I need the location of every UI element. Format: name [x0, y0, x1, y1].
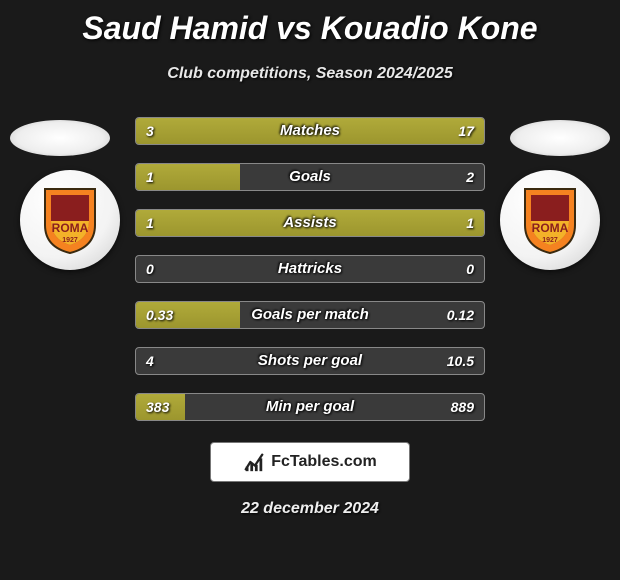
svg-text:1927: 1927	[62, 237, 78, 244]
stat-value-left: 4	[146, 348, 154, 374]
svg-text:1927: 1927	[542, 237, 558, 244]
site-logo[interactable]: FcTables.com	[210, 442, 410, 482]
stat-row: 0.330.12Goals per match	[135, 301, 485, 329]
stat-value-right: 0	[466, 256, 474, 282]
shield-icon: ROMA 1927	[41, 185, 99, 255]
generation-date: 22 december 2024	[0, 500, 620, 518]
stat-label: Shots per goal	[136, 348, 484, 374]
site-logo-text: FcTables.com	[271, 453, 377, 471]
club-crest-right: ROMA 1927	[500, 170, 600, 270]
chart-icon	[243, 451, 265, 473]
player-left-disc	[10, 120, 110, 156]
bar-left	[136, 394, 185, 420]
shield-icon: ROMA 1927	[521, 185, 579, 255]
stat-value-left: 0	[146, 256, 154, 282]
stat-label: Min per goal	[136, 394, 484, 420]
stat-row: 317Matches	[135, 117, 485, 145]
stat-value-right: 0.12	[447, 302, 474, 328]
stat-row: 383889Min per goal	[135, 393, 485, 421]
stat-value-right: 2	[466, 164, 474, 190]
bar-left	[136, 118, 188, 144]
svg-text:ROMA: ROMA	[532, 221, 569, 235]
stat-row: 11Assists	[135, 209, 485, 237]
subtitle: Club competitions, Season 2024/2025	[0, 47, 620, 83]
stat-value-right: 889	[451, 394, 474, 420]
stat-row: 0 0Hattricks	[135, 255, 485, 283]
club-crest-left: ROMA 1927	[20, 170, 120, 270]
bar-right	[188, 118, 484, 144]
stat-row: 4 10.5Shots per goal	[135, 347, 485, 375]
bar-right	[310, 210, 484, 236]
page-title: Saud Hamid vs Kouadio Kone	[0, 0, 620, 47]
stat-label: Hattricks	[136, 256, 484, 282]
bar-left	[136, 302, 240, 328]
bar-left	[136, 210, 310, 236]
stat-value-right: 10.5	[447, 348, 474, 374]
bar-left	[136, 164, 240, 190]
stat-row: 12Goals	[135, 163, 485, 191]
svg-text:ROMA: ROMA	[52, 221, 89, 235]
player-right-disc	[510, 120, 610, 156]
